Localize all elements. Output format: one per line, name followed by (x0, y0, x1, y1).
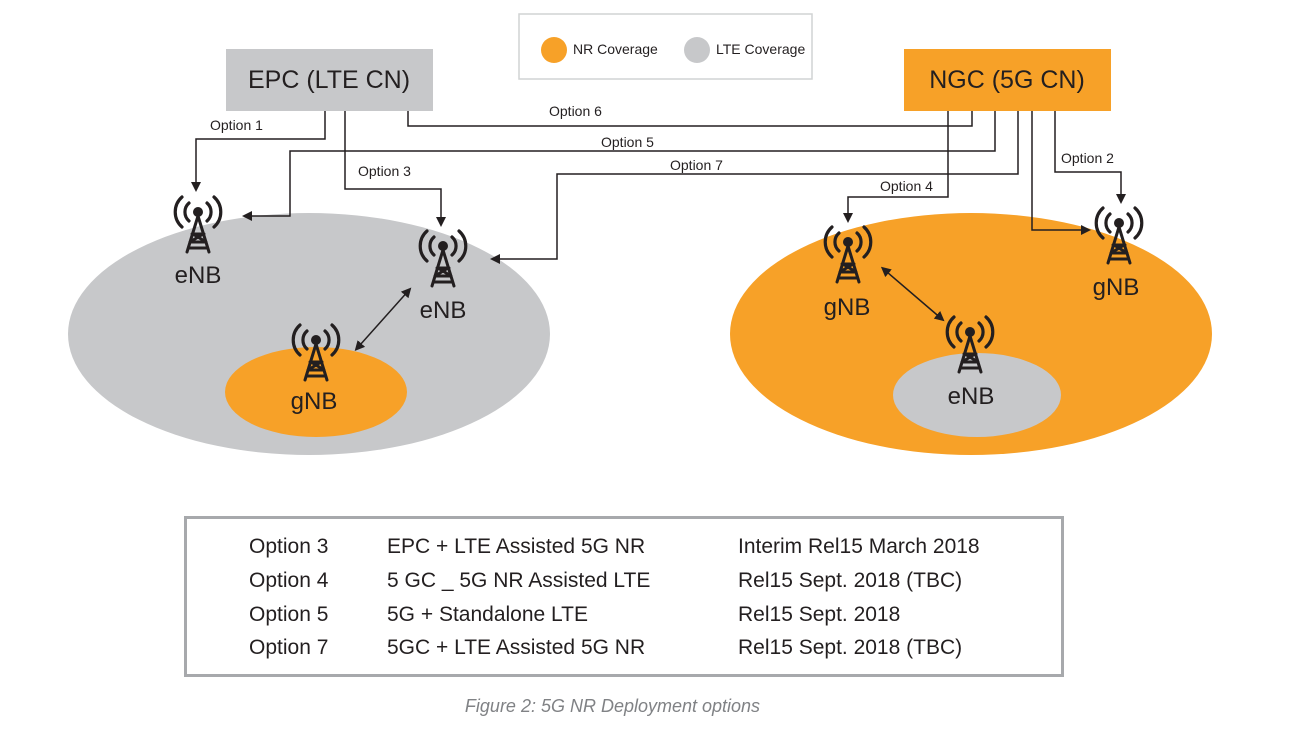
gnb-enb-link-right (880, 266, 945, 322)
legend: NR Coverage LTE Coverage (518, 13, 813, 80)
table-release: Rel15 Sept. 2018 (TBC) (738, 636, 963, 659)
ngc-box (904, 49, 1111, 111)
nr-coverage-swatch (541, 37, 567, 63)
table-release: Rel15 Sept. 2018 (TBC) (738, 569, 963, 592)
figure-caption: Figure 2: 5G NR Deployment options (464, 696, 761, 716)
option6-line (407, 111, 973, 127)
table-desc: 5GC + LTE Assisted 5G NR (387, 636, 646, 659)
option3-label: Option 3 (358, 163, 411, 179)
epc-box (226, 49, 433, 111)
ngc-gnb-line (1031, 111, 1091, 235)
table-desc: EPC + LTE Assisted 5G NR (387, 535, 646, 558)
option1-label: Option 1 (210, 117, 263, 133)
option5-line (242, 111, 996, 221)
table-option: Option 5 (249, 603, 329, 626)
enb-right-label: eNB (948, 383, 995, 410)
table-option: Option 4 (249, 569, 329, 592)
option4-label: Option 4 (880, 178, 933, 194)
option5-label: Option 5 (601, 134, 654, 150)
gnb-enb-link-left (354, 287, 412, 351)
lte-coverage-right (893, 353, 1061, 437)
option6-label: Option 6 (549, 103, 602, 119)
table-option: Option 3 (249, 535, 329, 558)
nr-coverage-label: NR Coverage (573, 41, 658, 57)
ngc-label: NGC (5G CN) (929, 66, 1085, 94)
epc-label: EPC (LTE CN) (248, 66, 410, 94)
gnb-right2-label: gNB (1093, 274, 1140, 301)
option1-line (191, 111, 326, 192)
lte-coverage-label: LTE Coverage (716, 41, 805, 57)
table-release: Rel15 Sept. 2018 (738, 603, 901, 626)
option7-label: Option 7 (670, 157, 723, 173)
option2-line (1054, 111, 1126, 204)
lte-coverage-swatch (684, 37, 710, 63)
nr-coverage-left (225, 347, 407, 437)
gnb-right1-label: gNB (824, 294, 871, 321)
option7-line (490, 111, 1019, 264)
connections (191, 111, 1126, 351)
option4-line (843, 111, 949, 223)
enb-mid-label: eNB (420, 297, 467, 324)
table-desc: 5 GC _ 5G NR Assisted LTE (387, 569, 651, 592)
option3-line (344, 111, 446, 227)
enb-left-label: eNB (175, 262, 222, 289)
table-release: Interim Rel15 March 2018 (738, 535, 980, 558)
option2-label: Option 2 (1061, 150, 1114, 166)
table-option: Option 7 (249, 636, 329, 659)
gnb-left-label: gNB (291, 388, 338, 415)
lte-coverage-left (68, 213, 550, 455)
options-table: Option 3 EPC + LTE Assisted 5G NR Interi… (184, 516, 1064, 677)
table-desc: 5G + Standalone LTE (387, 603, 588, 626)
